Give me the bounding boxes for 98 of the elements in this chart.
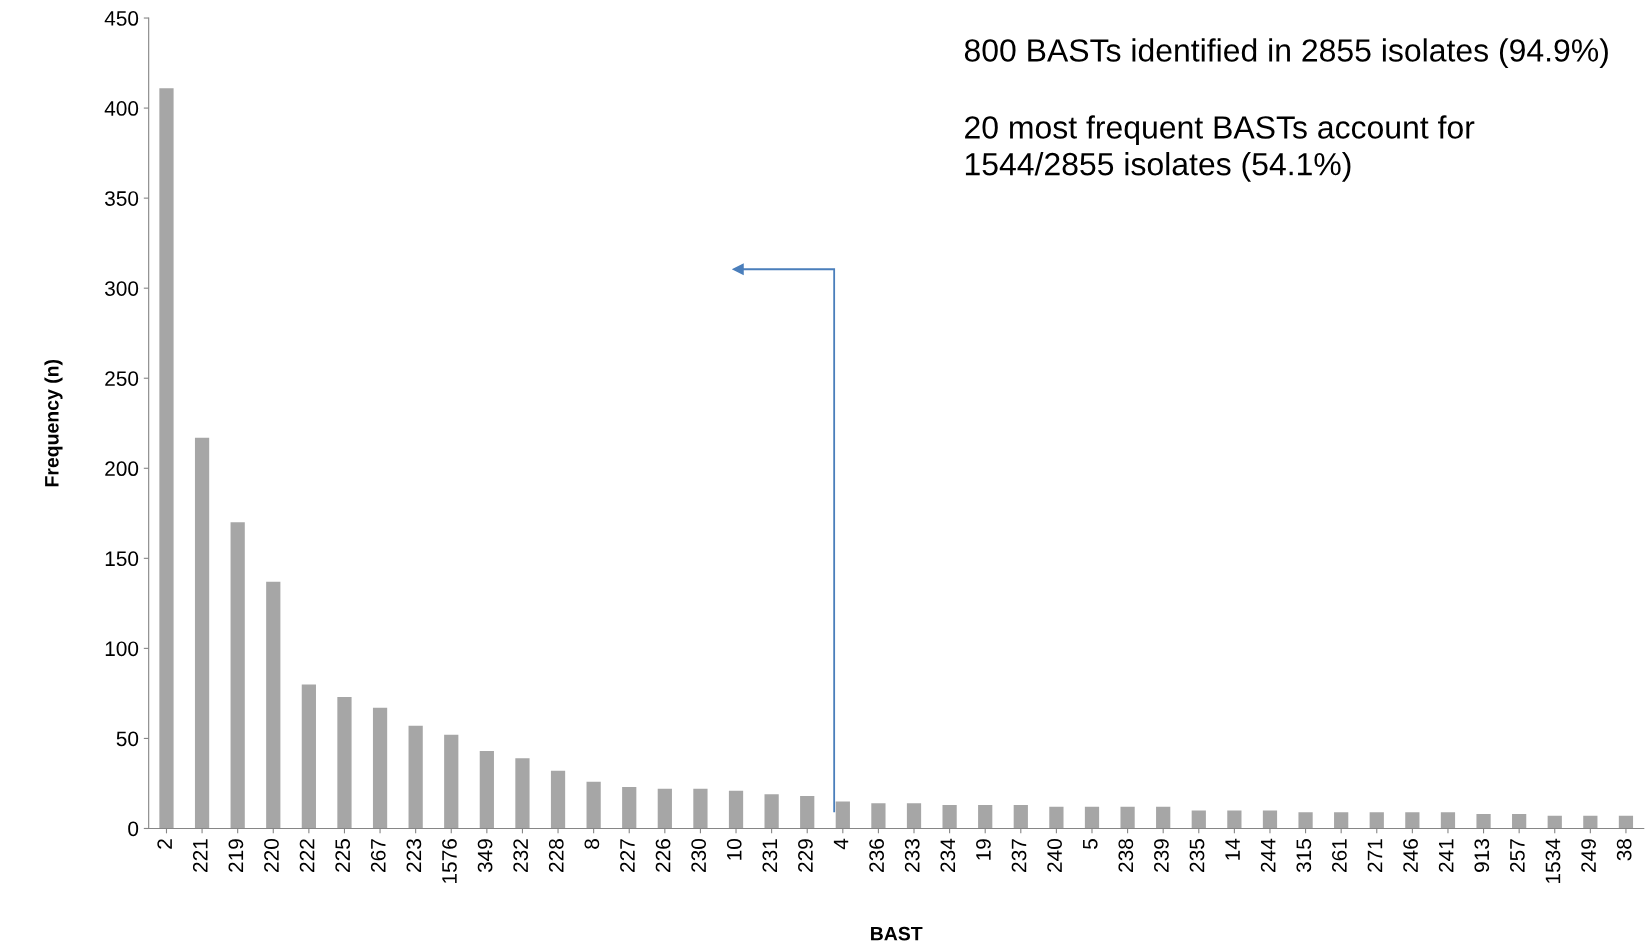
x-tick-label: 230: [691, 839, 707, 872]
x-tick-label: 14: [1225, 838, 1240, 860]
bar: [515, 758, 530, 829]
x-tick-label: 238: [1118, 839, 1134, 872]
x-tick-label: 223: [406, 839, 422, 872]
bar: [764, 794, 779, 829]
x-tick-label: 237: [1011, 839, 1027, 872]
bar: [1156, 806, 1171, 829]
x-tick-label: 232: [513, 839, 529, 872]
x-tick-label: 233: [904, 839, 920, 872]
y-tick-label: 100: [105, 641, 139, 657]
bar: [1298, 812, 1313, 829]
y-tick-label: 200: [105, 461, 139, 477]
bar: [337, 697, 352, 829]
bar: [1405, 812, 1420, 829]
bar: [978, 805, 993, 829]
x-tick-label: 913: [1474, 839, 1490, 872]
x-tick-label: 226: [655, 839, 671, 872]
bar: [1084, 806, 1100, 829]
x-tick-label: 241: [1438, 839, 1454, 872]
x-tick-label: 236: [869, 839, 884, 872]
x-tick-label: 257: [1509, 839, 1525, 872]
x-tick-label: 8: [584, 839, 600, 849]
x-tick-label: 225: [335, 839, 351, 872]
bar: [1583, 815, 1598, 829]
bar: [1618, 815, 1634, 829]
bar: [266, 581, 281, 829]
y-tick-label: 50: [116, 731, 139, 747]
x-tick-label: 349: [477, 839, 493, 873]
x-axis-title: BAST: [871, 926, 923, 941]
x-tick-label: 38: [1616, 839, 1632, 861]
y-tick-label: 300: [105, 281, 139, 296]
bar: [194, 437, 210, 829]
bar: [1227, 810, 1242, 829]
bar: [230, 522, 245, 829]
x-tick-label: 228: [548, 839, 564, 872]
bar: [871, 803, 886, 829]
bar: [1440, 812, 1456, 829]
x-tick-label: 222: [299, 839, 315, 872]
x-tick-label: 227: [620, 839, 635, 872]
annotation: 20 most frequent BASTs account for 1544/2855 isolates (54.1%): [965, 115, 1475, 182]
bar: [1476, 814, 1491, 829]
bar: [586, 781, 601, 829]
bar: [1262, 810, 1278, 829]
bar: [835, 801, 850, 829]
x-tick-label: 5: [1083, 839, 1098, 849]
y-tick-label: 0: [128, 821, 139, 837]
x-tick-label: 220: [264, 839, 279, 872]
x-tick-label: 261: [1332, 839, 1347, 872]
bar: [622, 787, 637, 829]
x-tick-label: 267: [370, 839, 386, 872]
bar: [479, 751, 494, 829]
bar: [1013, 805, 1028, 829]
x-tick-label: 234: [940, 838, 956, 872]
annotation: 800 BASTs identified in 2855 isolates (94.9%): [964, 38, 1608, 69]
bar: [1369, 812, 1384, 829]
x-tick-label: 19: [976, 839, 991, 860]
bar: [408, 725, 423, 829]
y-tick-label: 400: [104, 101, 139, 116]
x-tick-label: 229: [798, 839, 813, 872]
y-tick-label: 350: [105, 191, 139, 206]
x-tick-label: 249: [1581, 839, 1596, 872]
y-tick-label: 250: [105, 371, 139, 386]
bar: [1334, 812, 1349, 829]
x-tick-label: 1576: [442, 839, 457, 883]
bar: [1191, 810, 1206, 829]
bar: [906, 803, 922, 829]
bar: [372, 707, 388, 829]
x-tick-label: 1534: [1545, 838, 1561, 883]
bar: [1512, 814, 1527, 829]
bar: [1049, 806, 1064, 829]
bar: [800, 796, 815, 829]
x-tick-label: 235: [1189, 839, 1205, 872]
bar: [942, 805, 957, 829]
x-tick-label: 240: [1047, 839, 1062, 872]
x-tick-label: 271: [1367, 839, 1383, 872]
x-tick-label: 231: [762, 839, 778, 872]
y-tick-label: 450: [104, 11, 139, 26]
x-tick-label: 4: [833, 838, 849, 850]
bar: [1547, 815, 1562, 829]
bar: [159, 88, 174, 829]
bar: [1120, 806, 1135, 829]
y-axis-title: Frequency (n): [44, 359, 63, 487]
x-tick-label: 244: [1260, 838, 1276, 872]
x-tick-label: 219: [228, 839, 244, 872]
bar: [728, 790, 744, 829]
x-tick-label: 246: [1403, 839, 1418, 872]
bar: [657, 788, 672, 829]
bar: [550, 770, 566, 829]
bar: [693, 788, 708, 829]
x-tick-label: 10: [726, 839, 742, 860]
bar: [444, 734, 459, 829]
x-tick-label: 2: [157, 839, 172, 849]
bar: [301, 684, 316, 829]
x-tick-label: 221: [192, 839, 208, 872]
x-tick-label: 239: [1154, 839, 1169, 872]
x-tick-label: 315: [1296, 839, 1312, 873]
y-tick-label: 150: [105, 551, 139, 567]
